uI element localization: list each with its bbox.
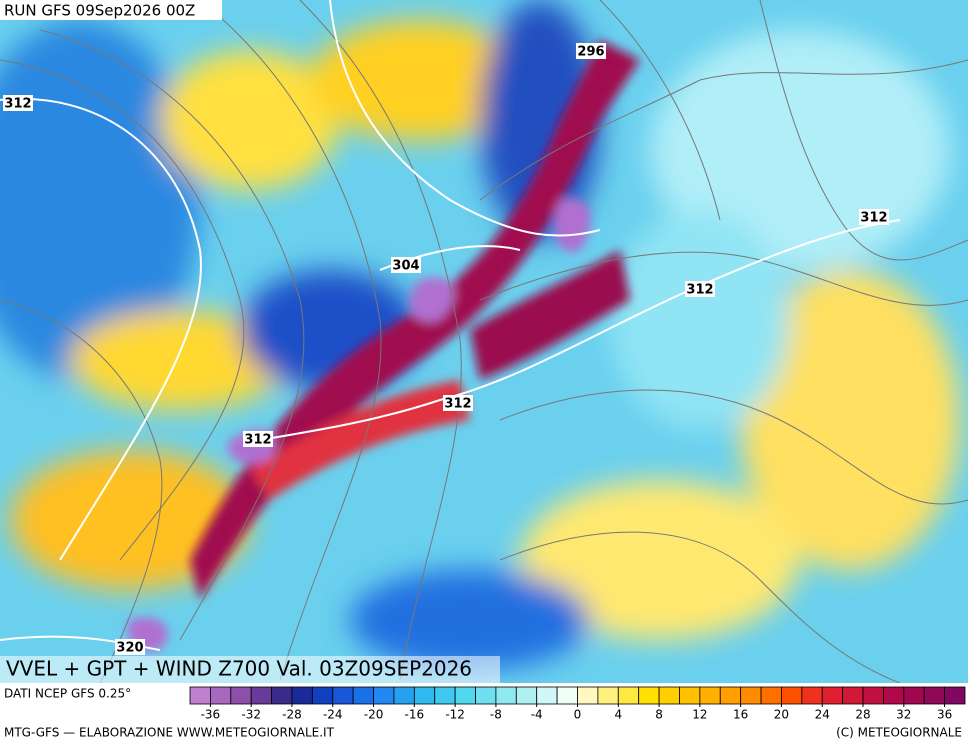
colorbar-tick-label: 8 <box>655 708 663 722</box>
colorbar-tick-label: 24 <box>815 708 830 722</box>
contour-label: 312 <box>4 97 31 112</box>
contour-label: 312 <box>244 433 271 448</box>
contours <box>0 0 901 651</box>
colorbar-tick-label: 16 <box>733 708 748 722</box>
colorbar-swatch <box>944 686 966 705</box>
colorbar-swatch <box>556 686 578 705</box>
contour-label-box <box>243 431 273 447</box>
colorbar-swatch <box>821 686 844 705</box>
colorbar-swatch <box>679 686 701 705</box>
colorbar-tick-label: 36 <box>937 708 952 722</box>
colorbar-swatch <box>617 686 640 705</box>
colorbar-tick-label: -36 <box>201 708 221 722</box>
source-label: DATI NCEP GFS 0.25° <box>4 687 131 701</box>
colorbar-swatch <box>883 686 905 705</box>
contour-label-box <box>685 281 715 297</box>
colorbar-tick-label: 28 <box>855 708 870 722</box>
footer-right: (C) METEOGIORNALE <box>836 726 962 740</box>
contour-label: 320 <box>116 641 143 656</box>
colorbar-tick-label: 0 <box>574 708 582 722</box>
colorbar-swatch <box>862 686 884 705</box>
vvel-field <box>0 0 960 670</box>
colorbar-tick-label: 4 <box>614 708 622 722</box>
colorbar-tick-label: -32 <box>241 708 261 722</box>
colorbar-swatch <box>719 686 742 705</box>
colorbar: -36 -32 -28 -24 -20 -16 -12 -8 -4 0 4 8 12 16 20 24 28 32… <box>189 686 966 722</box>
colorbar-swatch <box>495 686 517 705</box>
colorbar-swatch <box>781 686 803 705</box>
contour-labels: 296 312 304 312 312 312 312 320 <box>3 43 889 656</box>
colorbar-swatch <box>250 686 272 705</box>
ascent-band <box>127 40 640 651</box>
contour-label: 312 <box>860 211 887 226</box>
colorbar-tick-label: -12 <box>445 708 465 722</box>
colorbar-tick-label: 32 <box>896 708 911 722</box>
colorbar-swatch <box>923 686 946 705</box>
colorbar-tick-label: -8 <box>490 708 502 722</box>
colorbar-swatch <box>454 686 476 705</box>
contour-label-box <box>859 209 889 225</box>
colorbar-swatch <box>699 686 721 705</box>
colorbar-swatch <box>434 686 456 705</box>
colorbar-swatch <box>311 686 334 705</box>
colorbar-swatch <box>597 686 619 705</box>
colorbar-swatch <box>332 686 354 705</box>
colorbar-swatch <box>393 686 415 705</box>
run-label: RUN GFS 09Sep2026 00Z <box>4 2 195 20</box>
colorbar-swatch <box>577 686 599 705</box>
colorbar-swatch <box>842 686 864 705</box>
colorbar-tick-label: -24 <box>323 708 343 722</box>
contour-label: 296 <box>577 45 604 60</box>
colorbar-tick-label: 12 <box>692 708 707 722</box>
map: 296 312 304 312 312 312 312 320 RUN GFS 09Sep20… <box>0 0 968 683</box>
colorbar-swatch <box>271 686 293 705</box>
colorbar-swatch <box>740 686 762 705</box>
colorbar-swatch <box>291 686 313 705</box>
contour-label-box <box>115 639 145 655</box>
footer-left: MTG-GFS — ELABORAZIONE WWW.METEOGIORNALE… <box>4 726 335 740</box>
colorbar-swatch <box>373 686 395 705</box>
colorbar-swatch <box>475 686 497 705</box>
colorbar-swatch <box>209 686 232 705</box>
title-box <box>0 656 500 683</box>
colorbar-swatch <box>638 686 660 705</box>
colorbar-swatch <box>658 686 680 705</box>
colorbar-swatch <box>536 686 558 705</box>
colorbar-swatch <box>801 686 823 705</box>
colorbar-swatch <box>515 686 538 705</box>
colorbar-tick-label: -16 <box>405 708 425 722</box>
map-title: VVEL + GPT + WIND Z700 Val. 03Z09SEP2026 <box>6 657 472 681</box>
contour-label-box <box>576 43 606 59</box>
contour-label: 312 <box>444 397 471 412</box>
colorbar-swatch <box>189 686 211 705</box>
colorbar-swatch <box>413 686 436 705</box>
colorbar-swatch <box>760 686 782 705</box>
header-box <box>0 0 222 20</box>
colorbar-tick-label: -28 <box>282 708 302 722</box>
contour-label: 304 <box>392 259 419 274</box>
colorbar-swatch <box>230 686 252 705</box>
colorbar-tick-label: -20 <box>364 708 384 722</box>
colorbar-tick-label: -4 <box>531 708 543 722</box>
contour-label-box <box>443 395 473 411</box>
colorbar-tick-label: 20 <box>774 708 789 722</box>
contour-label-box <box>391 257 421 273</box>
contour-label: 312 <box>686 283 713 298</box>
colorbar-swatch <box>903 686 925 705</box>
contour-label-box <box>3 95 33 111</box>
colorbar-swatch <box>352 686 374 705</box>
